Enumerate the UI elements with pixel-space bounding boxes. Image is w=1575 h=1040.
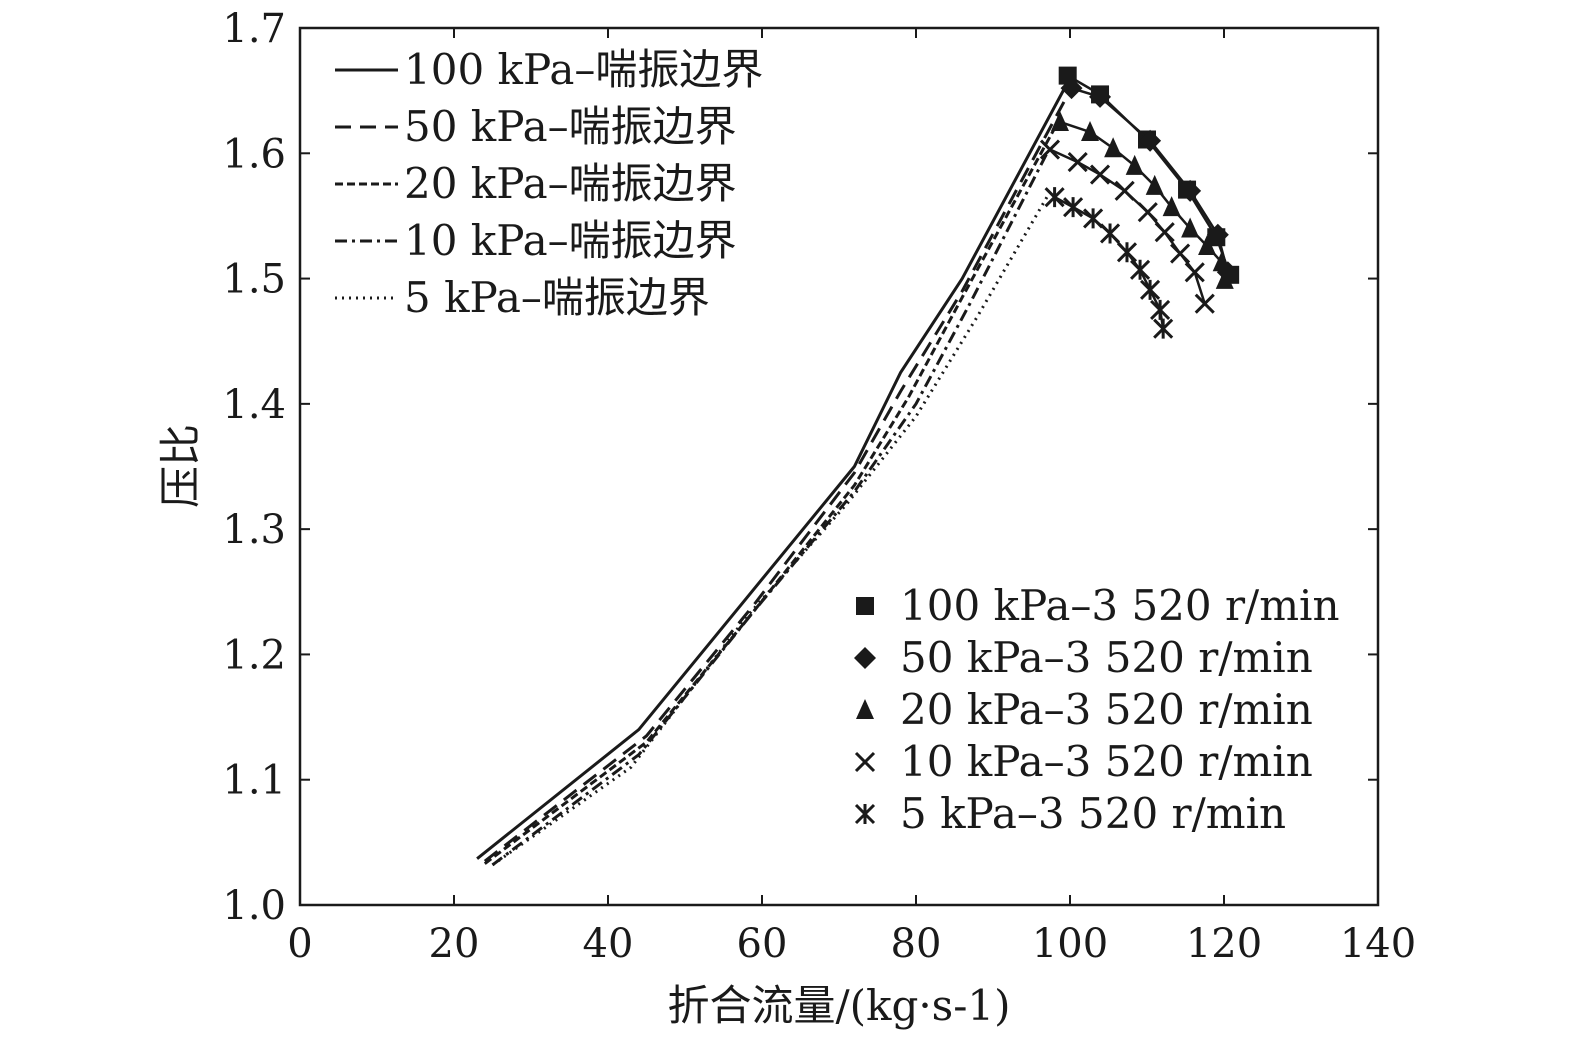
legend-label-speed: 10 kPa–3 520 r/min: [900, 737, 1313, 786]
surge-line-1: [483, 89, 1072, 863]
data-point-asterisk: [1116, 242, 1138, 263]
legend-label-surge: 5 kPa–喘振边界: [404, 273, 710, 322]
data-point-x: [1137, 202, 1158, 223]
y-tick-label: 1.4: [222, 382, 286, 428]
data-point-asterisk: [1044, 187, 1065, 208]
x-tick-label: 0: [287, 921, 312, 967]
legend-label-surge: 100 kPa–喘振边界: [404, 45, 763, 94]
data-point-diamond: [1089, 85, 1112, 108]
legend-label-surge: 20 kPa–喘振边界: [404, 159, 737, 208]
data-point-asterisk: [1130, 259, 1151, 280]
data-point-x: [1114, 180, 1135, 201]
surge-line-2: [483, 127, 1056, 865]
data-point-asterisk: [1153, 318, 1174, 339]
legend-marker-x: [854, 751, 876, 773]
surge-line-4: [491, 196, 1049, 867]
y-tick-label: 1.1: [222, 758, 286, 804]
data-point-triangle: [1162, 196, 1181, 217]
data-point-triangle: [1125, 154, 1144, 175]
data-point-x: [1194, 293, 1215, 314]
data-point-x: [1184, 262, 1205, 283]
data-point-triangle: [1104, 137, 1123, 158]
data-point-asterisk: [1150, 299, 1171, 320]
data-point-diamond: [1179, 179, 1202, 202]
data-point-triangle: [1145, 174, 1164, 195]
y-axis-label: 压比: [156, 424, 205, 508]
data-point-diamond: [1139, 129, 1162, 152]
legend-label-speed: 50 kPa–3 520 r/min: [900, 633, 1313, 682]
data-point-triangle: [1215, 268, 1234, 289]
legend-marker-asterisk: [854, 803, 876, 825]
data-point-x: [1067, 151, 1088, 173]
data-point-triangle: [1198, 234, 1217, 255]
x-tick-label: 120: [1186, 921, 1262, 967]
y-tick-label: 1.0: [222, 883, 286, 929]
x-tick-label: 60: [737, 921, 788, 967]
data-point-asterisk: [1083, 208, 1104, 229]
legend-label-speed: 100 kPa–3 520 r/min: [900, 581, 1340, 630]
data-point-triangle: [1181, 217, 1200, 238]
y-tick-label: 1.2: [222, 632, 286, 678]
legend-label-surge: 10 kPa–喘振边界: [404, 216, 737, 265]
x-tick-label: 20: [429, 921, 480, 967]
data-point-asterisk: [1140, 279, 1161, 300]
data-point-asterisk: [1099, 223, 1121, 244]
legend-label-surge: 50 kPa–喘振边界: [404, 102, 737, 151]
data-point-x: [1170, 243, 1191, 264]
data-point-x: [1089, 164, 1111, 185]
data-point-triangle: [1050, 110, 1069, 131]
x-tick-label: 140: [1340, 921, 1416, 967]
data-point-triangle: [1081, 120, 1100, 141]
x-tick-label: 40: [583, 921, 634, 967]
legend-label-speed: 20 kPa–3 520 r/min: [900, 685, 1313, 734]
plot-frame: [298, 26, 1380, 907]
data-point-triangle: [1212, 251, 1231, 272]
data-point-diamond: [1060, 77, 1083, 100]
x-tick-label: 100: [1032, 921, 1108, 967]
data-point-x: [1154, 222, 1175, 243]
data-point-x: [1039, 139, 1061, 160]
legend-marker-square: [856, 597, 874, 615]
y-tick-label: 1.5: [222, 257, 286, 303]
x-axis-label: 折合流量/(kg·s-1): [667, 981, 1010, 1030]
legend-marker-diamond: [854, 647, 876, 669]
surge-line-3: [491, 152, 1049, 867]
legend-label-speed: 5 kPa–3 520 r/min: [900, 789, 1286, 838]
x-tick-label: 80: [891, 921, 942, 967]
legend-marker-triangle: [856, 699, 874, 719]
y-tick-label: 1.6: [222, 131, 286, 177]
data-point-diamond: [1206, 223, 1229, 246]
surge-line-0: [476, 77, 1072, 860]
y-tick-label: 1.7: [222, 6, 286, 52]
y-tick-label: 1.3: [222, 507, 286, 553]
data-point-asterisk: [1063, 197, 1084, 218]
